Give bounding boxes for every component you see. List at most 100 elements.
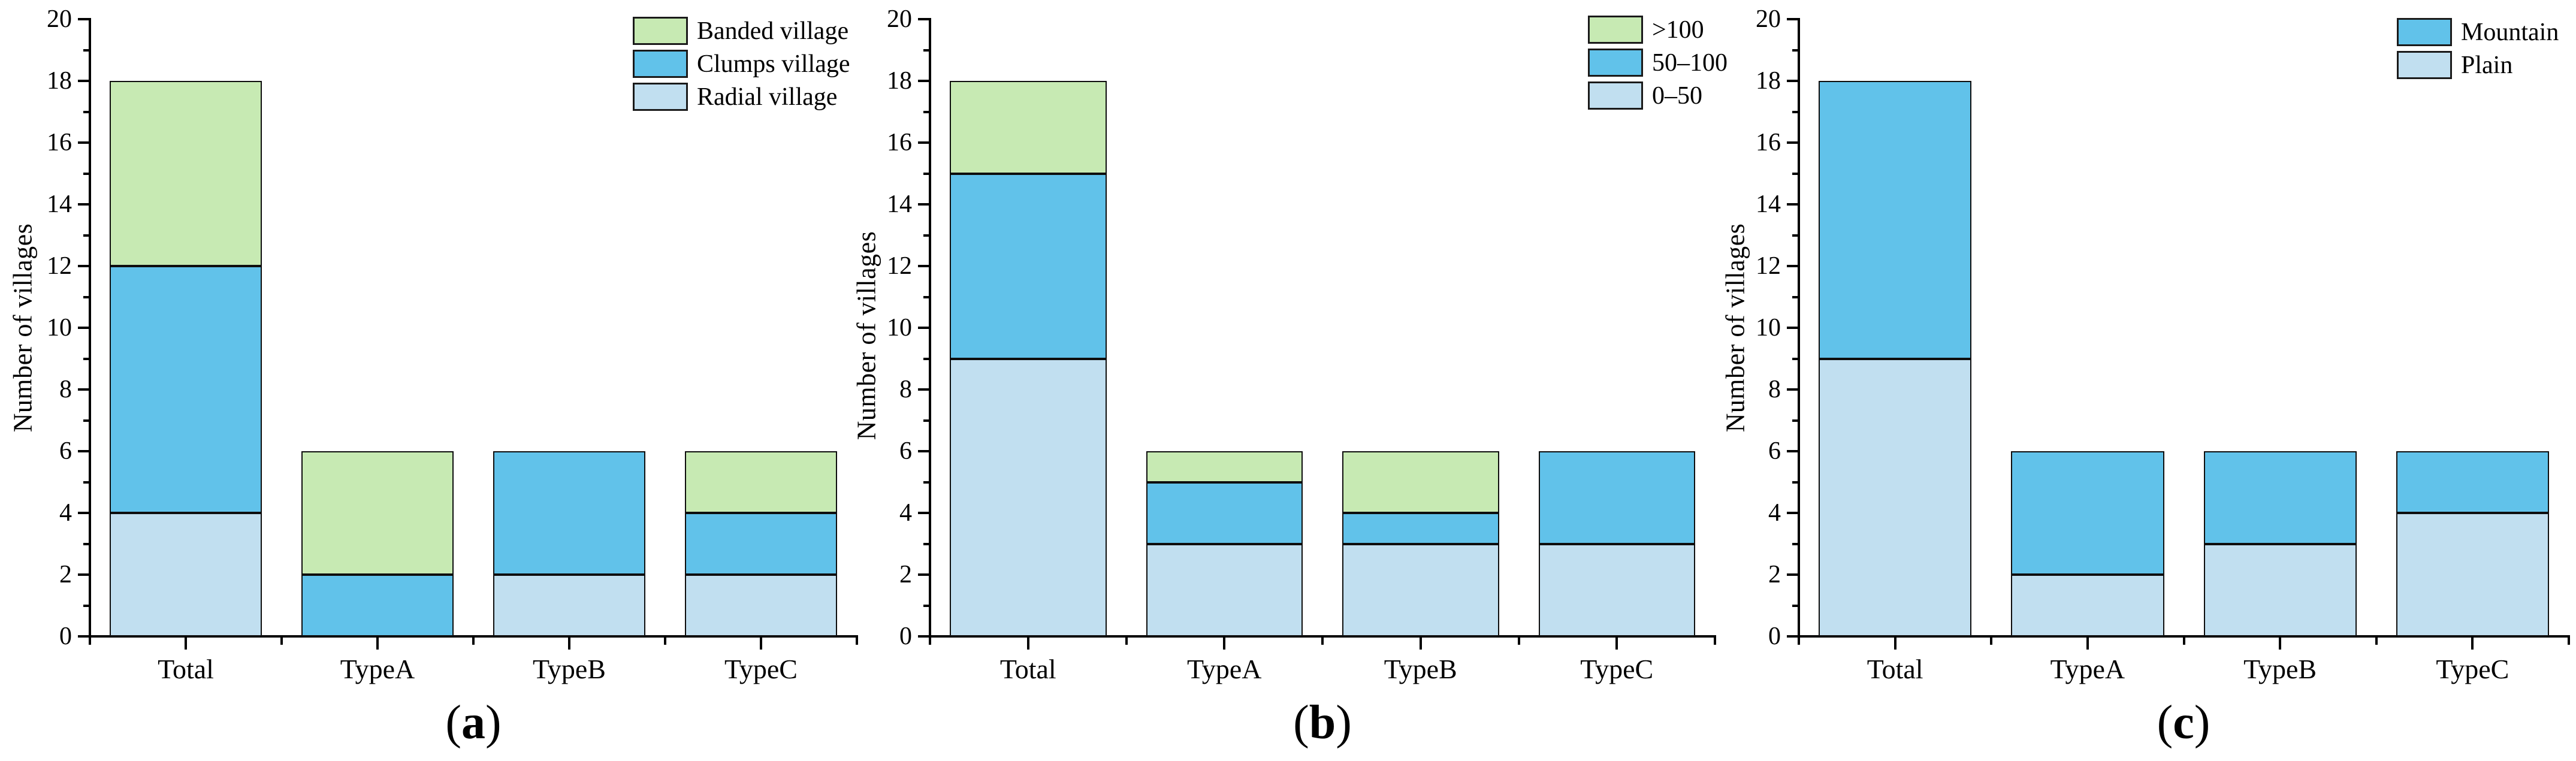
- y-minor-tick: [923, 357, 930, 360]
- bar-segment-typeb-plain: [2203, 543, 2357, 636]
- y-tick-label: 20: [47, 5, 72, 33]
- y-minor-tick: [1792, 295, 1799, 298]
- y-tick-label: 8: [1768, 376, 1781, 403]
- x-major-tick: [2279, 638, 2282, 650]
- caption-letter-c: c: [2173, 696, 2194, 749]
- y-major-tick: [78, 388, 90, 391]
- y-minor-tick: [83, 49, 90, 52]
- x-category-label-typeb: TypeB: [2243, 654, 2317, 684]
- y-minor-tick: [1792, 419, 1799, 422]
- y-minor-tick: [83, 295, 90, 298]
- bar-segment-typec-mountain: [2396, 451, 2549, 513]
- y-major-tick: [918, 265, 930, 267]
- x-category-label-typeb: TypeB: [1384, 654, 1457, 684]
- bar-segment-typec-banded-village: [685, 451, 837, 513]
- bar-segment-typeb-mountain: [2203, 451, 2357, 544]
- bar-segment-typea-100: [1146, 451, 1303, 482]
- y-major-tick: [78, 203, 90, 206]
- y-axis-line: [1798, 18, 1800, 638]
- y-major-tick: [918, 203, 930, 206]
- y-major-tick: [78, 635, 90, 638]
- y-major-tick: [1787, 512, 1799, 514]
- y-tick-label: 2: [59, 561, 72, 588]
- y-tick-label: 10: [1756, 314, 1781, 342]
- y-tick-label: 20: [1756, 5, 1781, 33]
- bar-segment-total-radial-village: [110, 513, 262, 636]
- y-minor-tick: [83, 604, 90, 607]
- legend-item-radial-village: Radial village: [633, 83, 850, 111]
- bar-segment-typeb-50-100: [1342, 513, 1499, 544]
- y-minor-tick: [1792, 172, 1799, 175]
- y-minor-tick: [1792, 481, 1799, 484]
- x-category-label-total: Total: [999, 654, 1056, 684]
- y-minor-tick: [83, 110, 90, 113]
- x-edge-tick: [2568, 638, 2570, 645]
- x-axis-line: [929, 635, 1716, 638]
- legend-label-100: >100: [1652, 16, 1704, 44]
- y-tick-label: 2: [899, 561, 912, 588]
- y-tick-label: 18: [1756, 67, 1781, 95]
- bar-segment-typea-mountain: [2011, 451, 2164, 575]
- y-major-tick: [1787, 450, 1799, 452]
- panel-caption-c: (c): [2157, 699, 2210, 747]
- y-tick-label: 20: [887, 5, 912, 33]
- legend-item-50-100: 50–100: [1588, 49, 1728, 77]
- bar-segment-typea-plain: [2011, 575, 2164, 636]
- legend-item-0-50: 0–50: [1588, 81, 1728, 110]
- x-major-tick: [1419, 638, 1422, 650]
- x-major-tick: [1026, 638, 1029, 650]
- y-major-tick: [78, 512, 90, 514]
- y-tick-label: 16: [887, 129, 912, 156]
- caption-paren-open-a: (: [445, 696, 461, 749]
- bar-segment-total-0-50: [950, 358, 1107, 636]
- y-tick-label: 14: [47, 191, 72, 218]
- x-category-label-typec: TypeC: [1580, 654, 1654, 684]
- bar-segment-total-50-100: [950, 173, 1107, 359]
- y-minor-tick: [1792, 234, 1799, 237]
- y-major-tick: [78, 18, 90, 20]
- y-axis-line: [89, 18, 91, 638]
- y-major-tick: [78, 450, 90, 452]
- legend-swatch-radial-village: [633, 83, 688, 111]
- x-major-tick: [568, 638, 570, 650]
- y-minor-tick: [1792, 542, 1799, 545]
- x-major-tick: [2086, 638, 2089, 650]
- y-minor-tick: [83, 481, 90, 484]
- y-tick-label: 18: [47, 67, 72, 95]
- caption-paren-close-c: ): [2194, 696, 2210, 749]
- y-tick-label: 4: [59, 499, 72, 527]
- x-edge-tick: [929, 638, 931, 645]
- legend-item-plain: Plain: [2397, 51, 2559, 79]
- y-major-tick: [918, 573, 930, 576]
- y-tick-label: 6: [59, 437, 72, 465]
- y-tick-label: 6: [1768, 437, 1781, 465]
- x-category-label-typeb: TypeB: [533, 654, 606, 684]
- bar-segment-typec-clumps-village: [685, 513, 837, 575]
- y-tick-label: 0: [59, 623, 72, 650]
- x-category-label-total: Total: [158, 654, 214, 684]
- legend-label-50-100: 50–100: [1652, 49, 1728, 77]
- x-category-label-typea: TypeA: [2050, 654, 2125, 684]
- bar-segment-total-banded-village: [110, 81, 262, 266]
- y-tick-label: 14: [887, 191, 912, 218]
- y-major-tick: [1787, 388, 1799, 391]
- x-axis-line: [89, 635, 858, 638]
- caption-letter-b: b: [1309, 696, 1336, 749]
- x-major-tick: [760, 638, 762, 650]
- legend-item-100: >100: [1588, 16, 1728, 44]
- legend-label-0-50: 0–50: [1652, 81, 1702, 110]
- y-tick-label: 12: [887, 252, 912, 280]
- x-edge-tick: [89, 638, 91, 645]
- y-major-tick: [1787, 80, 1799, 82]
- y-tick-label: 8: [59, 376, 72, 403]
- y-minor-tick: [923, 542, 930, 545]
- y-axis-line: [929, 18, 931, 638]
- y-minor-tick: [83, 542, 90, 545]
- y-major-tick: [918, 512, 930, 514]
- y-major-tick: [1787, 203, 1799, 206]
- y-major-tick: [918, 80, 930, 82]
- y-tick-label: 4: [1768, 499, 1781, 527]
- y-tick-label: 12: [47, 252, 72, 280]
